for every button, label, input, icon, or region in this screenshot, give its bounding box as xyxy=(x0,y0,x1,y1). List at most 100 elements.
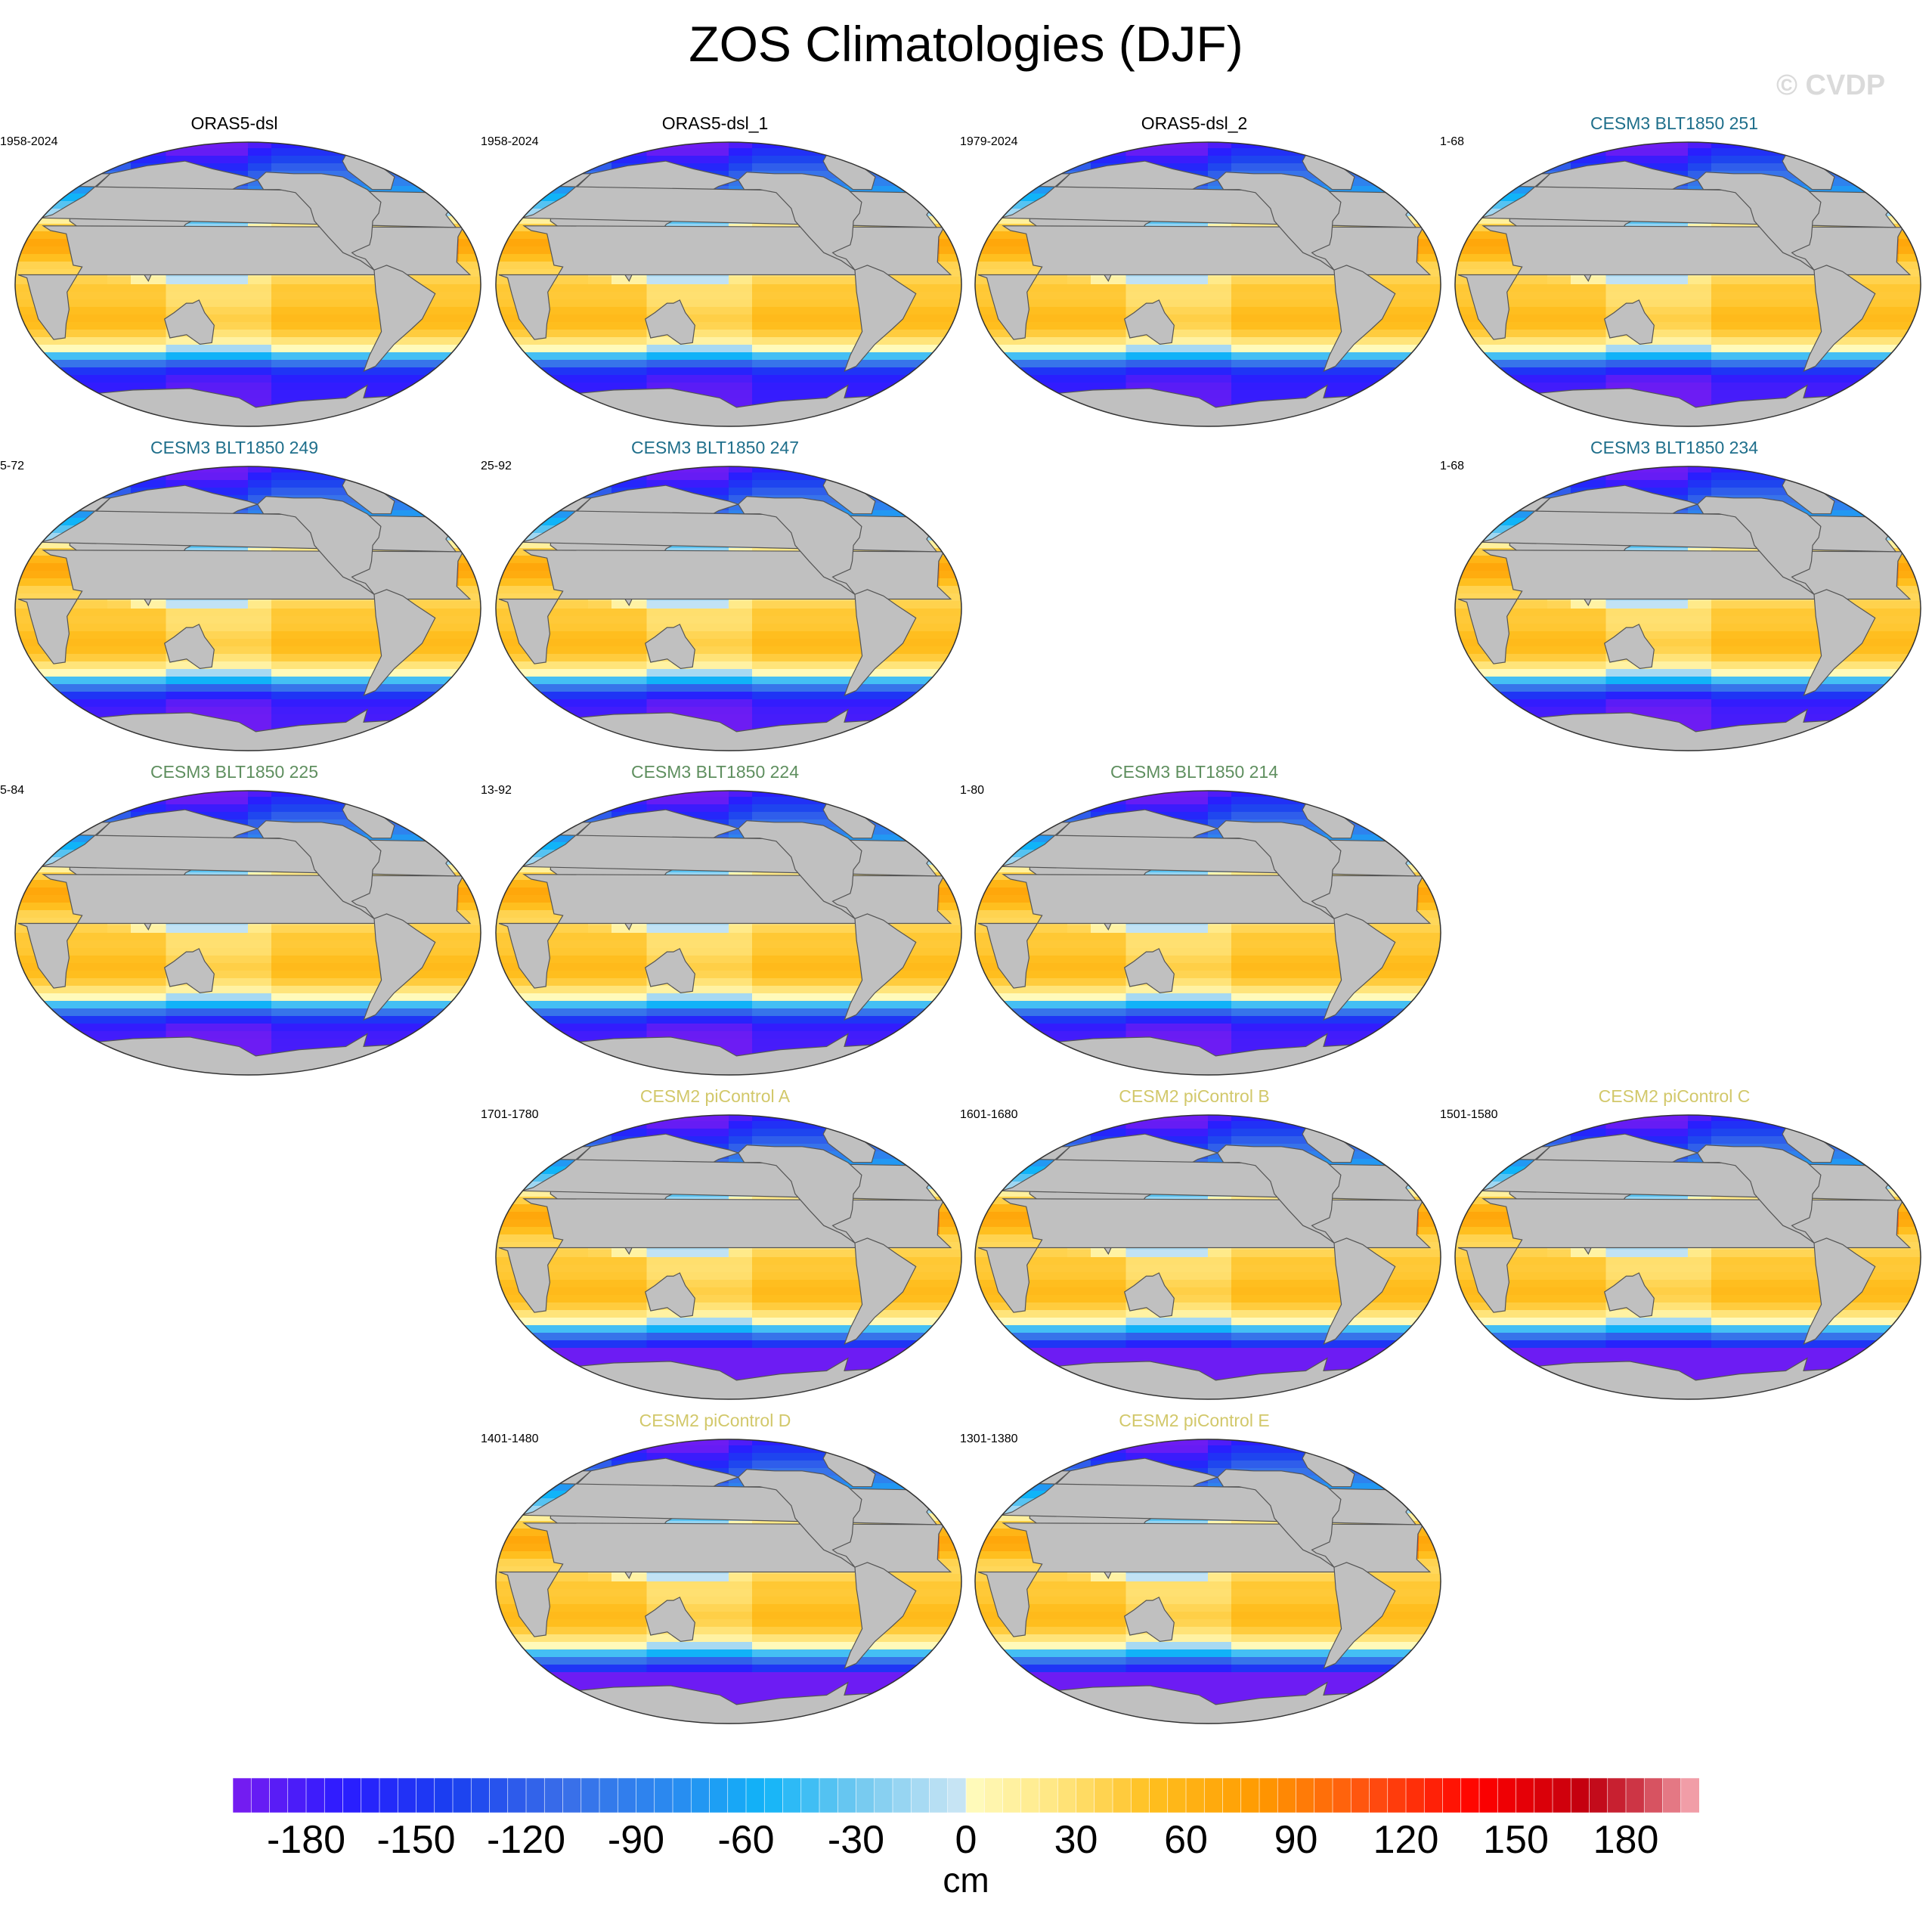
land-mass xyxy=(563,1033,894,1075)
global-map xyxy=(974,790,1441,1076)
land-mass xyxy=(1323,1237,1396,1345)
land-mass xyxy=(1042,1033,1373,1075)
colorbar-box xyxy=(690,1778,711,1813)
global-map xyxy=(14,141,481,427)
panel-title: CESM2 piControl C xyxy=(1440,1085,1909,1107)
land-mass xyxy=(82,1033,413,1075)
global-map xyxy=(1454,141,1921,427)
map-outline xyxy=(974,141,1441,427)
land-mass xyxy=(363,265,436,372)
colorbar-box xyxy=(1002,1778,1022,1813)
colorbar-box xyxy=(1423,1778,1444,1813)
global-map xyxy=(14,466,481,751)
land-mass xyxy=(563,708,894,751)
colorbar-box xyxy=(617,1778,637,1813)
colorbar-box xyxy=(1369,1778,1389,1813)
global-map xyxy=(974,141,1441,427)
colorbar-box xyxy=(1460,1778,1480,1813)
colorbar-box xyxy=(1516,1778,1535,1813)
colorbar-box xyxy=(892,1778,912,1813)
land-mass xyxy=(498,874,952,989)
colorbar-box xyxy=(874,1778,893,1813)
map-panel: CESM2 piControl D 1401-1480 xyxy=(481,1409,962,1727)
map-outline xyxy=(1454,141,1921,427)
land-mass xyxy=(1217,1469,1342,1568)
colorbar-unit-label: cm xyxy=(943,1860,989,1900)
land-mass xyxy=(498,1522,952,1637)
land-mass xyxy=(563,1357,894,1399)
colorbar-box xyxy=(1442,1778,1462,1813)
land-mass xyxy=(1697,1144,1822,1244)
land-mass xyxy=(164,948,215,994)
colorbar-box xyxy=(543,1778,564,1813)
global-map xyxy=(495,466,962,751)
land-mass xyxy=(17,225,472,340)
land-mass xyxy=(498,1198,952,1313)
colorbar-box xyxy=(1203,1778,1224,1813)
colorbar xyxy=(233,1778,1699,1813)
colorbar-box xyxy=(1314,1778,1333,1813)
panel-years: 5-84 xyxy=(0,783,24,798)
land-mass xyxy=(1124,1597,1175,1643)
map-panel: CESM2 piControl C 1501-1580 xyxy=(1440,1085,1921,1402)
land-mass xyxy=(363,589,436,696)
panel-title: ORAS5-dsl xyxy=(0,112,469,135)
land-mass xyxy=(738,496,862,595)
land-mass xyxy=(1457,225,1912,340)
land-mass xyxy=(1124,299,1175,345)
map-panel: CESM3 BLT1850 251 1-68 xyxy=(1440,112,1921,429)
colorbar-box xyxy=(452,1778,472,1813)
land-mass xyxy=(645,1272,695,1318)
map-outline xyxy=(495,141,962,427)
land-mass xyxy=(1604,624,1655,670)
land-mass xyxy=(1522,1357,1853,1399)
colorbar-box xyxy=(1387,1778,1407,1813)
land-mass xyxy=(257,496,382,595)
colorbar-tick-label: 120 xyxy=(1373,1817,1439,1863)
panel-title: CESM2 piControl E xyxy=(960,1409,1429,1432)
colorbar-box xyxy=(636,1778,655,1813)
colorbar-tick-label: -90 xyxy=(608,1817,664,1863)
colorbar-tick-label: 90 xyxy=(1274,1817,1318,1863)
land-mass xyxy=(1522,384,1853,426)
colorbar-box xyxy=(1185,1778,1205,1813)
map-panel: CESM2 piControl E 1301-1380 xyxy=(960,1409,1441,1727)
land-mass xyxy=(844,913,917,1021)
panel-years: 1-80 xyxy=(960,783,984,798)
colorbar-box xyxy=(324,1778,344,1813)
land-mass xyxy=(1217,172,1342,271)
panel-years: 13-92 xyxy=(481,783,512,798)
colorbar-box xyxy=(233,1778,252,1813)
global-map xyxy=(974,1439,1441,1724)
colorbar-box xyxy=(287,1778,307,1813)
global-map xyxy=(14,790,481,1076)
colorbar-box xyxy=(250,1778,271,1813)
colorbar-box xyxy=(1057,1778,1077,1813)
global-map xyxy=(1454,466,1921,751)
land-mass xyxy=(1697,496,1822,595)
colorbar-tick-label: 180 xyxy=(1593,1817,1659,1863)
land-mass xyxy=(738,1144,862,1244)
global-map xyxy=(495,790,962,1076)
colorbar-box xyxy=(1076,1778,1095,1813)
colorbar-box xyxy=(910,1778,930,1813)
panel-title: CESM3 BLT1850 251 xyxy=(1440,112,1909,135)
panel-years: 1301-1380 xyxy=(960,1432,1018,1447)
land-mass xyxy=(498,225,952,340)
land-mass xyxy=(844,1237,917,1345)
land-mass xyxy=(1042,1681,1373,1724)
colorbar-tick-label: -120 xyxy=(487,1817,565,1863)
land-mass xyxy=(844,589,917,696)
land-mass xyxy=(645,1597,695,1643)
panel-years: 1701-1780 xyxy=(481,1107,539,1123)
land-mass xyxy=(1124,1272,1175,1318)
global-map xyxy=(495,141,962,427)
colorbar-box xyxy=(1534,1778,1553,1813)
map-panel: CESM3 BLT1850 234 1-68 xyxy=(1440,436,1921,754)
colorbar-box xyxy=(1497,1778,1517,1813)
colorbar-box xyxy=(800,1778,820,1813)
land-mass xyxy=(1457,550,1912,664)
colorbar-box xyxy=(782,1778,802,1813)
land-mass xyxy=(164,624,215,670)
colorbar-box xyxy=(599,1778,618,1813)
